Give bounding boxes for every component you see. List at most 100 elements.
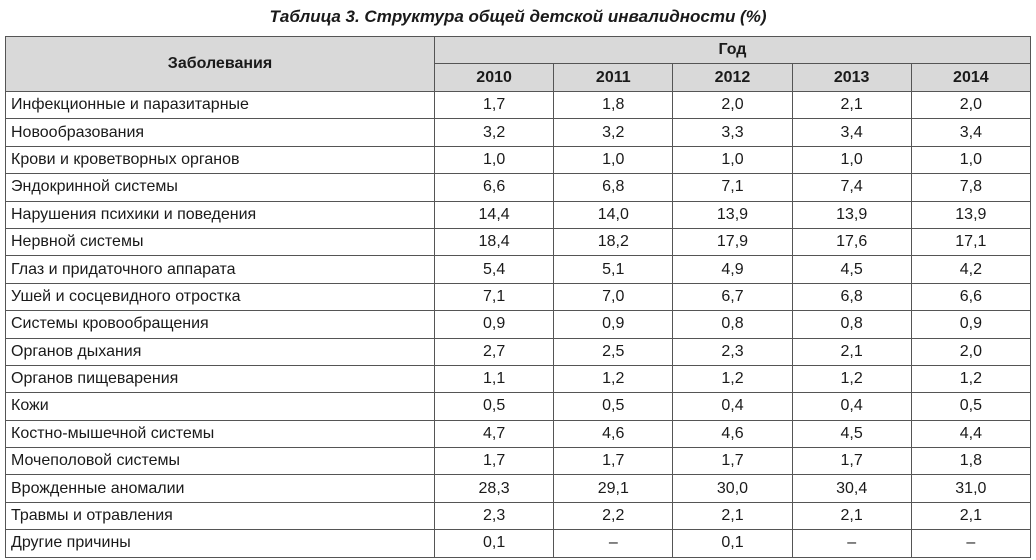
row-value-2011: –: [553, 529, 674, 558]
row-value-2013: 2,1: [791, 501, 912, 531]
row-disease-name: Системы кровообращения: [5, 310, 435, 339]
table-header: Заболевания Год 2010 2011 2012 2013 2014: [5, 36, 1031, 92]
table-row: Органов дыхания 2,7 2,5 2,3 2,1 2,0: [5, 337, 1031, 366]
row-disease-name: Крови и кроветворных органов: [5, 145, 435, 175]
row-value-2012: 4,9: [672, 255, 793, 284]
row-value-2013: 13,9: [791, 200, 912, 229]
row-value-2010: 4,7: [433, 419, 555, 449]
header-year: 2012: [672, 63, 793, 92]
table-row: Новообразования 3,2 3,2 3,3 3,4 3,4: [5, 118, 1031, 147]
row-value-2013: –: [791, 529, 912, 558]
row-value-2012: 1,2: [672, 364, 793, 394]
row-disease-name: Ушей и сосцевидного отростка: [5, 282, 435, 312]
table-row: Системы кровообращения 0,9 0,9 0,8 0,8 0,9: [5, 310, 1031, 339]
header-row-group: Заболевания Год: [5, 36, 1031, 92]
row-value-2012: 7,1: [672, 173, 793, 202]
row-value-2012: 3,3: [672, 118, 793, 147]
row-value-2011: 4,6: [553, 419, 674, 449]
row-value-2013: 2,1: [791, 337, 912, 366]
row-disease-name: Травмы и отравления: [5, 501, 435, 531]
row-value-2010: 28,3: [433, 474, 555, 503]
row-value-2010: 3,2: [433, 118, 555, 147]
row-value-2010: 0,1: [433, 529, 555, 558]
header-row-years: 2010 2011 2012 2013 2014: [6, 63, 1031, 92]
table-row: Врожденные аномалии 28,3 29,1 30,0 30,4 31,0: [5, 474, 1031, 503]
table-row: Кожи 0,5 0,5 0,4 0,4 0,5: [5, 392, 1031, 421]
row-value-2012: 1,0: [672, 145, 793, 175]
table-row: Ушей и сосцевидного отростка 7,1 7,0 6,7 6,8…: [5, 282, 1031, 312]
row-value-2014: 13,9: [910, 200, 1031, 229]
table-caption: Таблица 3. Структура общей детской инвал…: [269, 7, 767, 26]
row-disease-name: Другие причины: [5, 529, 435, 558]
row-value-2014: 0,5: [910, 392, 1031, 421]
row-value-2012: 4,6: [672, 419, 793, 449]
row-value-2010: 1,7: [433, 90, 555, 120]
row-value-2011: 1,8: [553, 90, 674, 120]
row-value-2012: 17,9: [672, 227, 793, 257]
row-value-2014: 17,1: [910, 227, 1031, 257]
row-disease-name: Нарушения психики и поведения: [5, 200, 435, 229]
row-value-2010: 7,1: [433, 282, 555, 312]
row-value-2011: 0,5: [553, 392, 674, 421]
row-value-2013: 0,8: [791, 310, 912, 339]
row-value-2014: 4,4: [910, 419, 1031, 449]
row-value-2012: 2,1: [672, 501, 793, 531]
header-year: 2010: [433, 63, 555, 92]
row-value-2010: 18,4: [433, 227, 555, 257]
row-value-2011: 2,5: [553, 337, 674, 366]
row-value-2010: 6,6: [433, 173, 555, 202]
row-value-2012: 0,8: [672, 310, 793, 339]
row-value-2011: 2,2: [553, 501, 674, 531]
table-row: Нарушения психики и поведения 14,4 14,0 13,…: [5, 200, 1031, 229]
row-value-2014: 0,9: [910, 310, 1031, 339]
row-value-2013: 4,5: [791, 419, 912, 449]
row-value-2013: 7,4: [791, 173, 912, 202]
row-disease-name: Нервной системы: [5, 227, 435, 257]
row-value-2013: 4,5: [791, 255, 912, 284]
row-value-2013: 17,6: [791, 227, 912, 257]
row-disease-name: Костно-мышечной системы: [5, 419, 435, 449]
row-value-2014: 7,8: [910, 173, 1031, 202]
row-value-2011: 14,0: [553, 200, 674, 229]
row-value-2012: 13,9: [672, 200, 793, 229]
table-row: Нервной системы 18,4 18,2 17,9 17,6 17,1: [5, 227, 1031, 257]
row-disease-name: Новообразования: [5, 118, 435, 147]
header-year: 2013: [791, 63, 912, 92]
row-value-2010: 1,7: [433, 447, 555, 476]
header-year: 2011: [553, 63, 674, 92]
row-value-2011: 1,2: [553, 364, 674, 394]
table-row: Крови и кроветворных органов 1,0 1,0 1,0 1,0…: [5, 145, 1031, 175]
row-value-2014: 2,0: [910, 90, 1031, 120]
row-value-2012: 0,1: [672, 529, 793, 558]
row-value-2012: 6,7: [672, 282, 793, 312]
header-year: 2014: [910, 63, 1031, 92]
row-value-2013: 6,8: [791, 282, 912, 312]
table-row: Травмы и отравления 2,3 2,2 2,1 2,1 2,1: [5, 501, 1031, 531]
row-value-2012: 0,4: [672, 392, 793, 421]
row-value-2014: 31,0: [910, 474, 1031, 503]
row-value-2011: 29,1: [553, 474, 674, 503]
row-value-2013: 30,4: [791, 474, 912, 503]
row-value-2011: 1,7: [553, 447, 674, 476]
row-value-2014: 1,0: [910, 145, 1031, 175]
row-value-2012: 2,3: [672, 337, 793, 366]
row-value-2010: 1,1: [433, 364, 555, 394]
row-value-2013: 2,1: [791, 90, 912, 120]
row-value-2010: 0,5: [433, 392, 555, 421]
table-row: Органов пищеварения 1,1 1,2 1,2 1,2 1,2: [5, 364, 1031, 394]
table-row: Другие причины 0,1–0,1– –: [5, 529, 1031, 558]
row-value-2013: 3,4: [791, 118, 912, 147]
row-value-2014: –: [910, 529, 1031, 558]
row-value-2010: 0,9: [433, 310, 555, 339]
table-body: Инфекционные и паразитарные 1,7 1,8 2,0 2,1 2…: [5, 90, 1031, 558]
table-row: Мочеполовой системы 1,7 1,7 1,7 1,7 1,8: [5, 447, 1031, 476]
row-value-2013: 1,7: [791, 447, 912, 476]
row-value-2012: 2,0: [672, 90, 793, 120]
row-value-2013: 0,4: [791, 392, 912, 421]
header-year-group: Год: [434, 36, 1031, 64]
row-value-2014: 3,4: [910, 118, 1031, 147]
row-value-2011: 1,0: [553, 145, 674, 175]
row-disease-name: Эндокринной системы: [5, 173, 435, 202]
row-value-2010: 2,7: [433, 337, 555, 366]
row-value-2010: 1,0: [433, 145, 555, 175]
